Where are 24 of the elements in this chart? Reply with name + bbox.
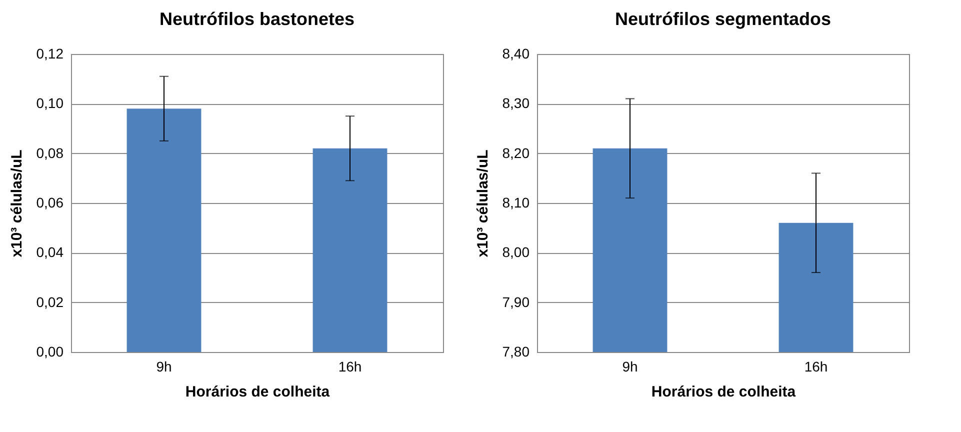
- y-tick-label: 8,10: [502, 194, 530, 210]
- x-tick-label: 9h: [622, 358, 638, 374]
- y-tick-label: 7,90: [502, 294, 530, 310]
- x-tick-label: 16h: [338, 358, 362, 374]
- y-tick-label: 0,06: [36, 194, 64, 210]
- y-tick-label: 8,20: [502, 144, 530, 161]
- y-axis-title: x10³ células/uL: [474, 150, 492, 258]
- y-tick-label: 8,00: [502, 244, 530, 260]
- y-tick-label: 0,02: [36, 294, 64, 310]
- chart-title: Neutrófilos bastonetes: [159, 9, 355, 29]
- y-tick-label: 0,04: [36, 244, 64, 260]
- y-tick-label: 0,00: [36, 344, 64, 360]
- x-tick-label: 16h: [804, 358, 828, 374]
- x-axis-title: Horários de colheita: [185, 384, 330, 400]
- x-tick-label: 9h: [156, 358, 172, 374]
- y-axis-title: x10³ células/uL: [8, 150, 26, 258]
- y-tick-label: 0,08: [36, 144, 64, 161]
- y-tick-label: 0,12: [36, 46, 64, 62]
- chart-title: Neutrófilos segmentados: [614, 9, 832, 29]
- x-axis-title: Horários de colheita: [651, 384, 796, 400]
- y-tick-label: 8,40: [502, 46, 530, 62]
- y-tick-label: 7,80: [502, 344, 530, 360]
- y-tick-label: 0,10: [36, 95, 64, 112]
- y-tick-label: 8,30: [502, 95, 530, 112]
